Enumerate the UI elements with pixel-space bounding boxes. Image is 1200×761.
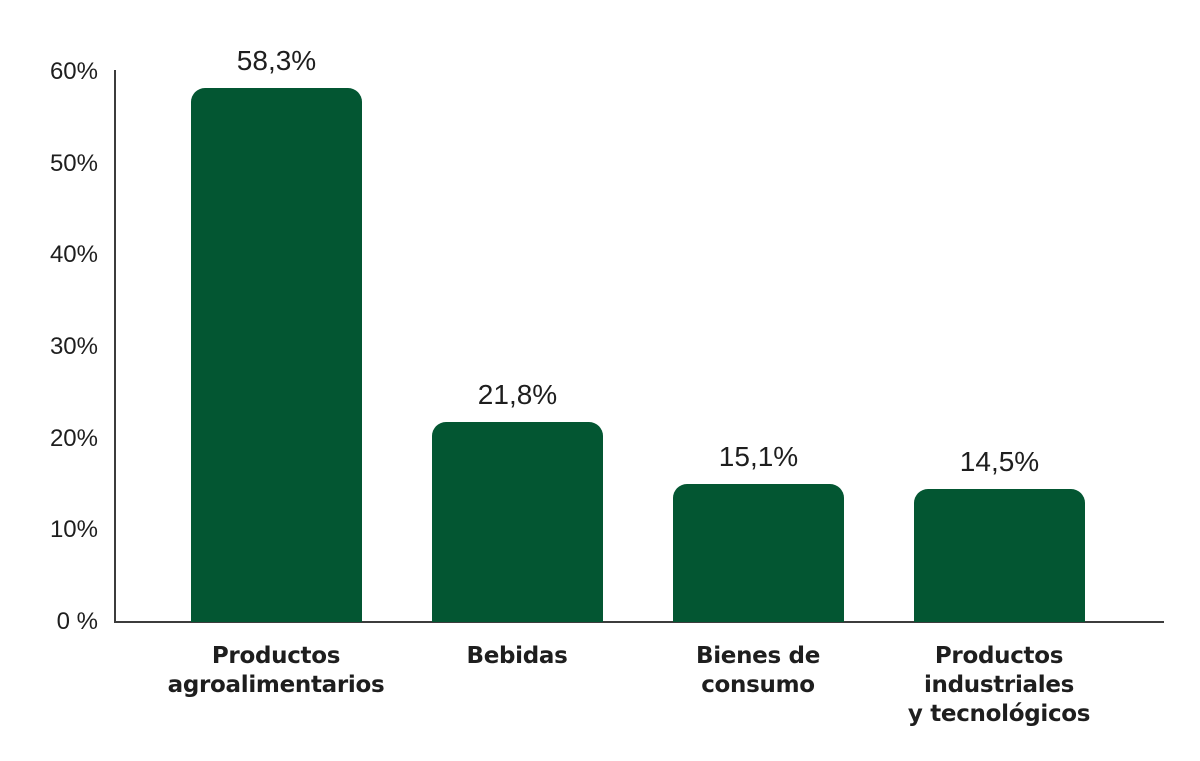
category-label-line: y tecnológicos bbox=[907, 701, 1091, 727]
bar bbox=[191, 87, 362, 622]
y-tick-label: 40% bbox=[49, 241, 98, 269]
category-label-line: Bienes de bbox=[695, 643, 821, 669]
category-label-line: Productos bbox=[934, 643, 1064, 669]
y-tick-label: 10% bbox=[49, 516, 98, 544]
x-axis-line bbox=[114, 621, 1164, 623]
category-label: Bebidas bbox=[387, 642, 647, 671]
y-axis-line bbox=[114, 70, 116, 623]
category-label-line: agroalimentarios bbox=[167, 672, 385, 698]
value-label: 21,8% bbox=[477, 379, 558, 411]
y-tick-label: 60% bbox=[49, 58, 98, 85]
value-label: 15,1% bbox=[718, 440, 799, 472]
category-label-line: Bebidas bbox=[466, 643, 568, 669]
category-label-line: consumo bbox=[701, 672, 815, 698]
category-label-line: industriales bbox=[923, 672, 1075, 698]
category-label-line: Productos bbox=[211, 643, 341, 669]
bar bbox=[914, 489, 1085, 622]
value-label: 58,3% bbox=[236, 44, 317, 76]
y-tick-label: 20% bbox=[49, 424, 98, 452]
category-label: Bienes de consumo bbox=[628, 642, 888, 700]
y-tick-label: 50% bbox=[49, 149, 98, 177]
y-tick-label: 30% bbox=[49, 333, 98, 360]
bar bbox=[673, 483, 844, 622]
bar bbox=[432, 422, 603, 622]
category-label: Productos agroalimentarios bbox=[146, 642, 406, 700]
y-tick-label: 0 % bbox=[56, 608, 98, 635]
value-label: 14,5% bbox=[959, 446, 1040, 478]
category-label: Productos industriales y tecnológicos bbox=[869, 642, 1129, 729]
